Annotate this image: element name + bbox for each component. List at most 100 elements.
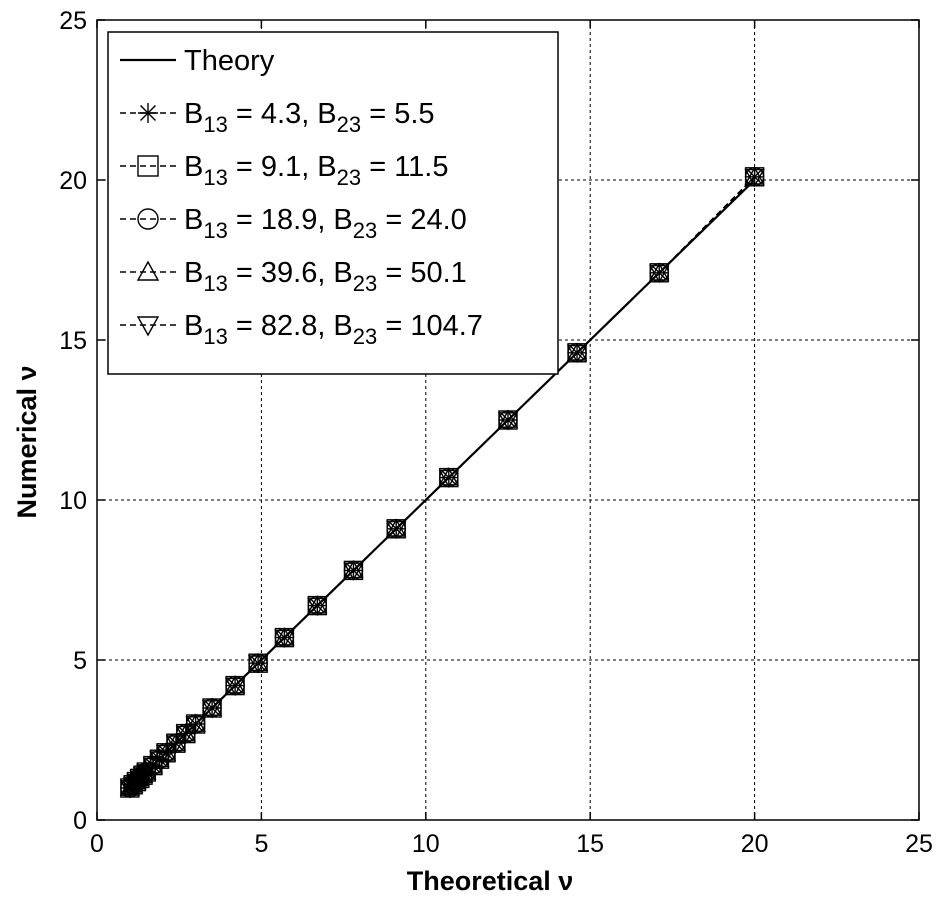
legend-label-subscript: 13 xyxy=(203,271,227,296)
data-point-triangle-up xyxy=(274,627,295,646)
legend-label-subscript: 13 xyxy=(203,112,227,137)
data-point-triangle-up xyxy=(185,713,206,732)
x-tick-label: 0 xyxy=(90,830,104,858)
x-tick-label: 10 xyxy=(412,830,440,858)
series-5 xyxy=(119,168,765,799)
x-tick-label: 20 xyxy=(741,830,769,858)
y-axis-ticks: 0 5 10 15 20 25 xyxy=(59,7,919,835)
data-point-triangle-down xyxy=(126,773,147,793)
data-point-triangle-down xyxy=(175,725,196,745)
series-line xyxy=(129,176,756,789)
legend-label-subscript: 23 xyxy=(353,218,377,243)
legend-marker-asterisk xyxy=(138,103,158,123)
x-tick-label: 15 xyxy=(576,830,604,858)
x-axis-ticks: 0 5 10 15 20 25 xyxy=(90,20,933,858)
legend-label-text: = 4.3, B xyxy=(228,98,337,130)
legend-label-text: = 82.8, B xyxy=(228,310,353,342)
data-point-triangle-down xyxy=(132,767,154,786)
legend-label-subscript: 23 xyxy=(337,165,361,190)
data-point-triangle-down xyxy=(149,751,170,770)
legend-entry: Theory xyxy=(120,45,275,77)
legend-label-text: = 24.0 xyxy=(377,204,467,236)
x-axis-label: Theoretical ν xyxy=(407,866,574,896)
data-point-triangle-down xyxy=(122,776,144,796)
y-axis-label: Numerical ν xyxy=(12,365,42,518)
legend-label: B13 = 4.3, B23 = 5.5 xyxy=(184,98,435,137)
y-tick-label: 20 xyxy=(59,167,87,195)
y-tick-label: 5 xyxy=(73,647,87,675)
legend-label-text: = 39.6, B xyxy=(228,257,353,289)
data-point-triangle-down xyxy=(119,780,141,799)
legend-label: B13 = 39.6, B23 = 50.1 xyxy=(184,257,467,296)
data-point-triangle-down xyxy=(136,764,157,783)
legend-label: B13 = 9.1, B23 = 11.5 xyxy=(184,151,448,190)
legend-marker-triangle-down xyxy=(136,316,160,337)
legend-label-text: = 11.5 xyxy=(361,151,448,183)
legend-label-subscript: 13 xyxy=(203,324,227,349)
legend-label-subscript: 23 xyxy=(353,271,377,296)
legend-label-text: B xyxy=(184,257,203,289)
data-point-triangle-up xyxy=(224,675,246,694)
legend-label-text: = 104.7 xyxy=(377,310,483,342)
data-point-triangle-up xyxy=(165,732,187,752)
asterisk-stroke xyxy=(140,105,156,121)
legend-entry: B13 = 39.6, B23 = 50.1 xyxy=(120,257,467,296)
y-tick-label: 15 xyxy=(59,327,87,355)
data-point-triangle-up xyxy=(438,467,460,486)
data-point-triangle-down xyxy=(129,770,150,789)
legend-label: B13 = 82.8, B23 = 104.7 xyxy=(184,310,483,349)
data-point-triangle-down xyxy=(274,629,295,649)
data-point-triangle-down xyxy=(185,716,206,735)
data-point-triangle-down xyxy=(155,744,177,764)
data-point-triangle-up xyxy=(386,518,407,537)
legend-label-text: = 50.1 xyxy=(377,257,467,289)
data-point-triangle-down xyxy=(201,700,223,719)
data-point-triangle-up xyxy=(247,652,269,672)
y-tick-label: 10 xyxy=(59,487,87,515)
data-point-triangle-down xyxy=(438,469,460,489)
legend-entry: B13 = 82.8, B23 = 104.7 xyxy=(120,310,483,349)
data-point-triangle-up xyxy=(175,723,196,742)
legend-label-text: B xyxy=(184,310,203,342)
x-tick-label: 5 xyxy=(254,830,268,858)
data-point-triangle-up xyxy=(744,166,765,185)
data-point-triangle-down xyxy=(224,677,246,697)
legend-label-text: B xyxy=(184,204,203,236)
data-point-triangle-up xyxy=(649,262,670,281)
data-point-triangle-down xyxy=(649,264,670,284)
legend-entry: B13 = 9.1, B23 = 11.5 xyxy=(120,151,448,190)
data-point-triangle-down xyxy=(386,520,407,540)
plot-frame xyxy=(96,19,920,821)
data-point-triangle-down xyxy=(497,412,519,431)
data-point-triangle-down xyxy=(307,597,328,617)
legend-label-text: = 18.9, B xyxy=(228,204,353,236)
data-point-triangle-down xyxy=(566,344,588,364)
legend-label-text: B xyxy=(184,98,203,130)
data-point-triangle-down xyxy=(165,735,187,754)
data-point-triangle-down xyxy=(247,655,269,674)
data-point-triangle-down xyxy=(142,757,164,777)
y-tick-label: 25 xyxy=(59,7,87,35)
legend-label-subscript: 13 xyxy=(203,165,227,190)
data-point-triangle-up xyxy=(343,559,364,579)
legend-entry: B13 = 18.9, B23 = 24.0 xyxy=(120,204,467,243)
x-tick-label: 25 xyxy=(905,830,933,858)
legend-label: B13 = 18.9, B23 = 24.0 xyxy=(184,204,467,243)
data-point-triangle-up xyxy=(201,697,223,716)
data-point-triangle-up xyxy=(497,409,519,428)
data-point-triangle-down xyxy=(744,168,765,188)
legend-marker-circle xyxy=(137,208,159,230)
legend-label-subscript: 23 xyxy=(353,324,377,349)
legend-marker-triangle-up xyxy=(136,260,160,281)
legend-label-text: = 9.1, B xyxy=(228,151,337,183)
legend-label-text: = 5.5 xyxy=(361,98,434,130)
data-point-triangle-up xyxy=(566,342,588,361)
data-point-triangle-down xyxy=(343,562,364,581)
legend-label-text: B xyxy=(184,151,203,183)
legend-label-subscript: 23 xyxy=(337,112,361,137)
data-point-triangle-up xyxy=(307,595,328,614)
legend-entry: B13 = 4.3, B23 = 5.5 xyxy=(120,98,435,137)
legend-label-subscript: 13 xyxy=(203,218,227,243)
